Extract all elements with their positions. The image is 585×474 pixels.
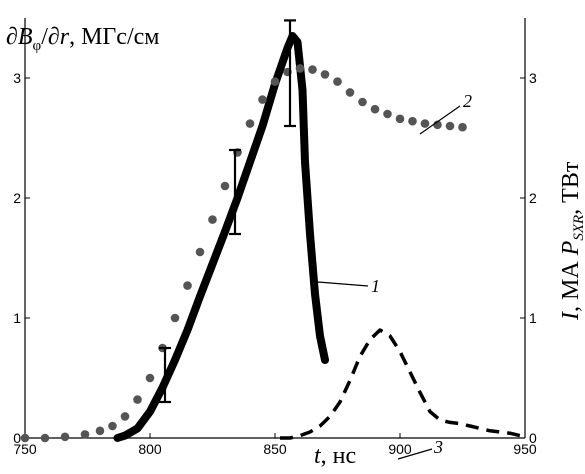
error-bar — [159, 346, 171, 404]
x-tick-label: 850 — [263, 441, 287, 457]
series-2-point — [133, 395, 142, 404]
x-tick-label: 750 — [13, 441, 37, 457]
series-2-point — [108, 421, 117, 431]
error-bars — [159, 19, 296, 404]
series-2-point — [60, 432, 70, 442]
series-2-point — [395, 114, 405, 124]
y-tick-label-right: 3 — [529, 70, 537, 86]
series-2-point — [295, 64, 305, 73]
y-tick-label-left: 3 — [13, 70, 21, 86]
leader-line-3 — [397, 448, 433, 460]
series-2-point — [258, 95, 267, 104]
y-tick-label-right: 0 — [529, 430, 537, 446]
series-2-point — [320, 70, 330, 79]
series-2-point — [245, 119, 255, 128]
y-tick-label-right: 2 — [529, 190, 537, 206]
x-tick-label: 950 — [513, 441, 537, 457]
series-2-point — [420, 119, 430, 128]
series-2-point — [458, 122, 467, 132]
y-axis-title-left: ∂Bφ/∂r, МГс/см — [6, 24, 159, 54]
series-2-point — [358, 97, 367, 107]
y-tick-label-right: 1 — [529, 310, 537, 326]
error-bar — [284, 19, 296, 128]
series-2-point — [80, 430, 90, 439]
series-2-point — [308, 65, 317, 74]
x-tick-label: 900 — [388, 441, 412, 457]
series-2-point — [220, 181, 230, 191]
series-2-point — [383, 109, 392, 119]
series-1-line — [113, 32, 329, 442]
curve-label-1: 1 — [371, 276, 380, 296]
series-2-point — [208, 215, 217, 224]
series-2-point — [370, 104, 380, 114]
series-2-point — [145, 373, 155, 383]
series-3-line — [280, 328, 521, 440]
series-2-point — [333, 77, 342, 86]
y-tick-label-left: 0 — [13, 430, 21, 446]
series-2-point — [40, 433, 50, 443]
y-axis-title-right: I, МА PSXR, ТВт — [558, 161, 585, 321]
series-2-point — [408, 116, 417, 126]
series-2-point — [120, 412, 130, 421]
series-2-point — [270, 77, 280, 86]
curve-label-2: 2 — [463, 91, 472, 111]
x-axis-title: t, нс — [314, 443, 356, 469]
x-tick-label: 800 — [138, 441, 162, 457]
series-2-point — [95, 426, 105, 436]
series-2-point — [183, 281, 192, 290]
leader-line-2 — [419, 105, 461, 135]
y-tick-label-left: 1 — [13, 310, 21, 326]
curve-label-3: 3 — [433, 437, 443, 457]
series-layer — [20, 32, 521, 443]
series-2-point — [170, 313, 180, 323]
series-2-point — [20, 433, 30, 443]
y-tick-label-left: 2 — [13, 190, 21, 206]
error-bar — [229, 148, 241, 236]
leader-line-1 — [317, 281, 369, 287]
series-2-point — [195, 247, 205, 257]
series-2-point — [345, 88, 355, 97]
series-2-point — [445, 121, 455, 131]
